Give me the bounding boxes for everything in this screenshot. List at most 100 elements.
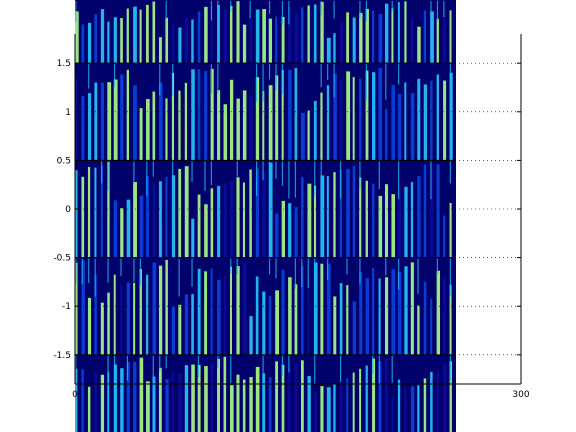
heatmap-stripe — [236, 177, 239, 257]
heatmap-highlight — [146, 161, 147, 195]
heatmap-highlight — [301, 259, 302, 287]
heatmap-stripe — [114, 79, 118, 160]
heatmap-stripe — [327, 38, 331, 63]
heatmap-stripe — [353, 77, 355, 160]
heatmap-stripe — [159, 368, 162, 432]
heatmap-stripe — [172, 373, 174, 432]
heatmap-highlight — [211, 64, 212, 93]
heatmap-stripe — [437, 19, 439, 64]
heatmap-stripe — [88, 298, 91, 355]
heatmap-stripe — [398, 192, 401, 257]
heatmap-stripe — [353, 373, 355, 432]
heatmap-stripe — [391, 269, 395, 355]
x-tick-label: 0 — [72, 390, 78, 400]
heatmap-stripe — [94, 83, 97, 161]
heatmap-highlight — [327, 64, 328, 80]
heatmap-stripe — [159, 181, 162, 257]
heatmap-stripe — [301, 177, 304, 257]
heatmap-highlight — [398, 259, 399, 290]
heatmap-stripe — [424, 378, 426, 432]
heatmap-stripe — [172, 306, 175, 355]
heatmap-highlight — [230, 259, 231, 274]
heatmap-stripe — [249, 16, 252, 63]
heatmap-highlight — [385, 64, 386, 100]
heatmap-stripe — [379, 68, 383, 160]
heatmap-highlight — [398, 161, 399, 199]
heatmap-highlight — [153, 161, 154, 176]
heatmap-stripe — [295, 284, 298, 355]
heatmap-highlight — [230, 1, 231, 12]
heatmap-stripe — [178, 374, 182, 432]
heatmap-stripe — [88, 167, 90, 258]
heatmap-stripe — [140, 196, 144, 258]
heatmap-stripe — [159, 37, 162, 63]
heatmap-highlight — [88, 259, 89, 283]
heatmap-stripe — [236, 99, 240, 161]
heatmap-stripe — [262, 292, 265, 355]
heatmap-highlight — [153, 356, 154, 380]
heatmap-stripe — [243, 25, 246, 64]
heatmap-highlight — [166, 356, 167, 369]
heatmap-stripe — [120, 368, 123, 432]
heatmap-stripe — [211, 364, 214, 432]
heatmap-stripe — [256, 367, 260, 432]
heatmap-stripe — [224, 9, 228, 63]
heatmap-stripe — [275, 214, 278, 258]
heatmap-stripe — [333, 172, 335, 257]
heatmap-stripe — [204, 7, 208, 63]
heatmap-stripe — [107, 372, 109, 432]
heatmap-highlight — [101, 161, 102, 183]
heatmap-stripe — [249, 95, 252, 160]
heatmap-stripe — [353, 301, 356, 354]
heatmap-stripe — [101, 9, 104, 63]
heatmap-stripe — [114, 17, 117, 63]
heatmap-stripe — [282, 201, 285, 258]
heatmap-stripe — [430, 372, 432, 432]
heatmap-stripe — [353, 166, 355, 258]
heatmap-highlight — [398, 64, 399, 84]
heatmap-stripe — [424, 282, 427, 355]
heatmap-stripe — [359, 369, 361, 432]
heatmap-stripe — [424, 84, 427, 160]
heatmap-highlight — [359, 161, 360, 188]
heatmap-stripe — [353, 17, 356, 63]
heatmap-highlight — [237, 161, 238, 176]
heatmap-stripe — [314, 4, 317, 63]
heatmap-highlight — [392, 1, 393, 12]
heatmap-highlight — [321, 1, 322, 15]
heatmap-stripe — [288, 70, 292, 161]
heatmap-stripe — [178, 91, 180, 161]
heatmap-stripe — [191, 20, 193, 64]
heatmap-highlight — [314, 161, 315, 196]
heatmap-stripe — [450, 73, 453, 161]
heatmap-stripe — [191, 69, 195, 160]
heatmap-stripe — [204, 366, 208, 432]
heatmap-highlight — [269, 161, 270, 188]
heatmap-highlight — [166, 1, 167, 19]
heatmap-highlight — [159, 64, 160, 95]
heatmap-stripe — [327, 85, 329, 160]
heatmap-stripe — [152, 184, 155, 258]
heatmap-stripe — [165, 177, 167, 258]
heatmap-highlight — [217, 64, 218, 94]
heatmap-stripe — [249, 377, 252, 432]
heatmap-highlight — [443, 1, 444, 17]
heatmap-stripe — [385, 109, 387, 160]
heatmap-highlight — [198, 356, 199, 377]
heatmap-stripe — [340, 80, 343, 161]
heatmap-stripe — [359, 272, 362, 355]
heatmap-highlight — [282, 64, 283, 94]
heatmap-stripe — [120, 208, 123, 257]
heatmap-stripe — [359, 13, 362, 63]
heatmap-stripe — [417, 79, 420, 160]
heatmap-highlight — [217, 356, 218, 368]
heatmap-stripe — [295, 68, 298, 160]
heatmap-stripe — [437, 371, 440, 432]
heatmap-stripe — [333, 33, 335, 63]
heatmap-stripe — [230, 181, 234, 257]
heatmap-stripe — [295, 14, 299, 63]
heatmap-stripe — [101, 375, 104, 432]
heatmap-highlight — [340, 356, 341, 382]
heatmap-stripe — [320, 264, 323, 355]
heatmap-highlight — [379, 161, 380, 189]
